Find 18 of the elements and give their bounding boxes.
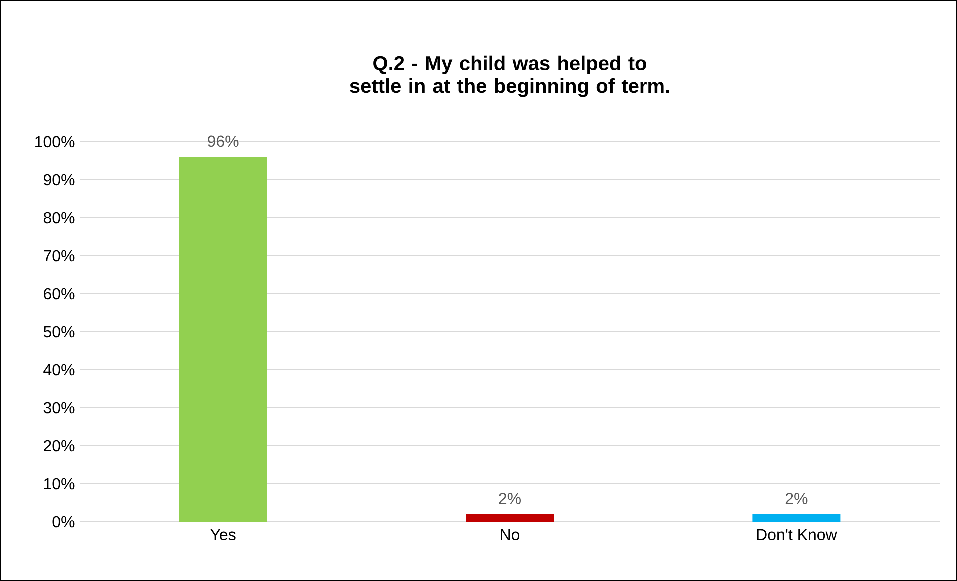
y-tick-label: 80% bbox=[44, 212, 75, 224]
y-tick-label: 10% bbox=[44, 478, 75, 490]
x-tick-label: Don't Know bbox=[757, 529, 838, 541]
data-label: 96% bbox=[208, 136, 239, 148]
data-label: 2% bbox=[786, 493, 808, 504]
x-tick-label: Yes bbox=[210, 529, 236, 541]
y-tick-label: 90% bbox=[44, 174, 75, 186]
x-tick-label: No bbox=[501, 529, 520, 541]
data-label: 2% bbox=[499, 493, 521, 504]
chart-title: Q.2 - My child was helped to settle in at the beginning of term. bbox=[350, 56, 670, 98]
y-tick-label: 60% bbox=[44, 288, 75, 300]
y-tick-label: 0% bbox=[52, 516, 75, 528]
y-tick-label: 40% bbox=[44, 364, 75, 376]
y-tick-label: 50% bbox=[44, 326, 75, 338]
y-tick-label: 100% bbox=[36, 136, 75, 148]
y-tick-label: 20% bbox=[44, 440, 75, 452]
y-tick-label: 30% bbox=[44, 402, 75, 414]
y-tick-label: 70% bbox=[44, 250, 75, 262]
